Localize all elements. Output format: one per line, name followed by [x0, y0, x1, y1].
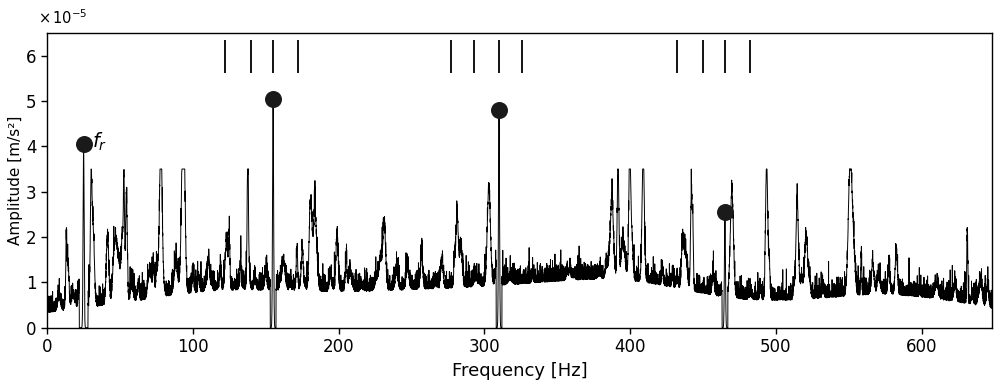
X-axis label: Frequency [Hz]: Frequency [Hz]: [452, 362, 587, 380]
Text: $f_r$: $f_r$: [92, 131, 108, 153]
Point: [491, 107, 507, 113]
Point: [265, 96, 281, 102]
Text: $\times\,10^{-5}$: $\times\,10^{-5}$: [38, 9, 87, 27]
Point: [76, 141, 92, 147]
Y-axis label: Amplitude [m/s²]: Amplitude [m/s²]: [8, 116, 23, 245]
Point: [717, 209, 733, 215]
